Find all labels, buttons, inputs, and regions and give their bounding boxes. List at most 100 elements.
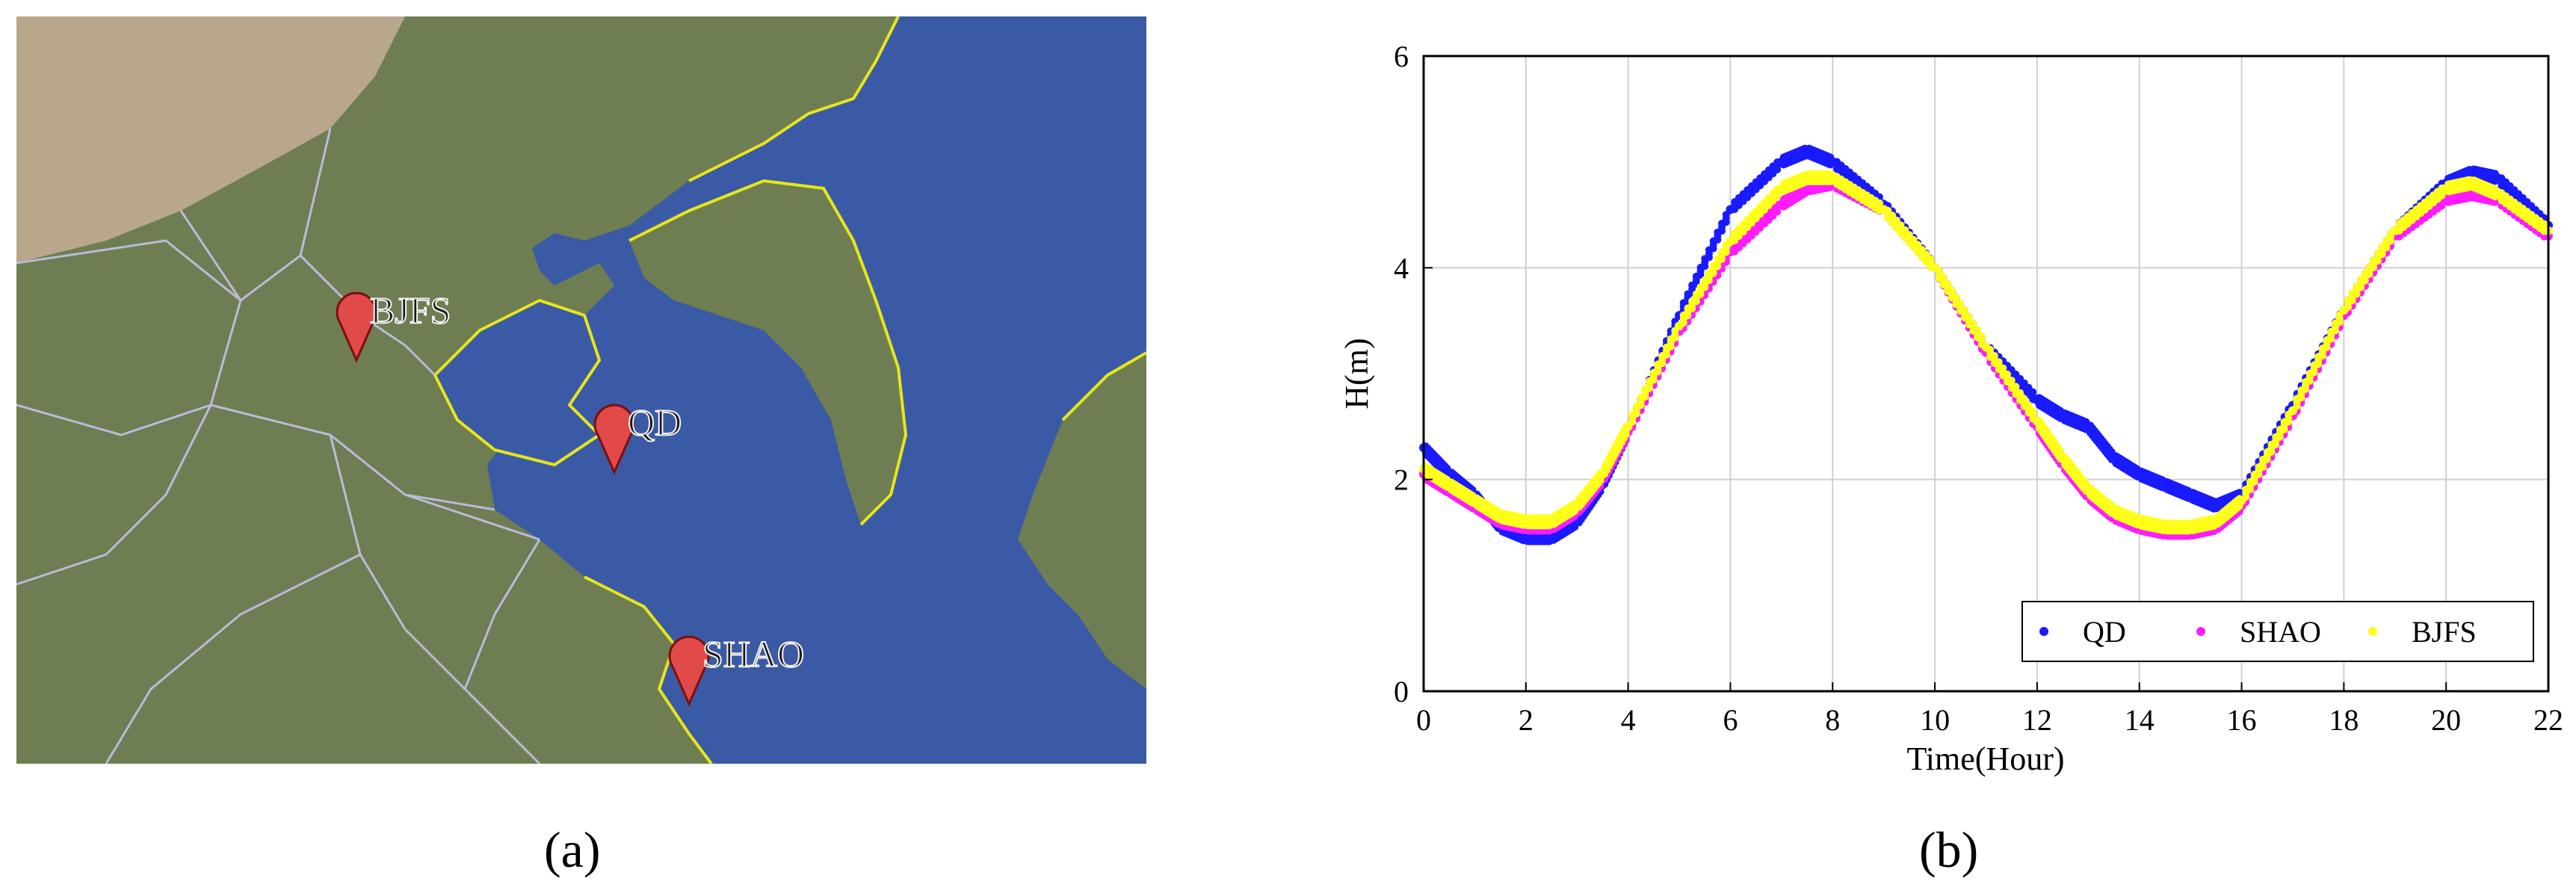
y-tick-label: 0 xyxy=(1394,675,1409,708)
data-point-fill xyxy=(1637,401,1645,410)
map-land-japan xyxy=(1018,353,1146,689)
data-point-fill xyxy=(2293,402,2301,410)
data-point-fill xyxy=(1688,304,1696,312)
map-marker-qd[interactable]: QD xyxy=(593,401,682,475)
data-point-fill xyxy=(1696,291,1705,299)
data-point-fill xyxy=(2331,327,2339,335)
data-point-fill xyxy=(1709,269,1717,277)
data-point-fill xyxy=(1714,262,1722,271)
data-point-fill xyxy=(1696,271,1705,279)
data-point-fill xyxy=(2272,440,2280,448)
legend-entry-bjfs: BJFS xyxy=(2368,615,2477,649)
marker-label: BJFS xyxy=(370,289,451,331)
legend-entry-qd: QD xyxy=(2039,615,2126,649)
data-point-fill xyxy=(1875,206,1883,214)
data-point-fill xyxy=(2259,463,2267,471)
data-point-fill xyxy=(1692,297,1700,306)
data-point-fill xyxy=(1622,430,1630,439)
data-point-fill xyxy=(1705,276,1713,285)
data-point-fill xyxy=(1722,248,1730,256)
data-point-fill xyxy=(1658,359,1667,368)
map-marker-shao[interactable]: SHAO xyxy=(668,632,805,707)
data-point-fill xyxy=(1826,177,1835,185)
map-bohai-sea xyxy=(435,300,599,465)
data-point-fill xyxy=(2323,343,2331,351)
panel-b-label: (b) xyxy=(1919,821,1979,878)
data-point-fill xyxy=(1628,418,1637,426)
legend-label: BJFS xyxy=(2412,615,2477,649)
data-point-fill xyxy=(1773,208,1782,216)
data-point-fill xyxy=(2276,433,2284,441)
data-point-fill xyxy=(2302,385,2310,393)
legend-swatch xyxy=(2368,627,2377,636)
data-point-fill xyxy=(1679,318,1687,327)
data-point-fill xyxy=(1718,255,1726,263)
data-point-fill xyxy=(2327,335,2335,343)
marker-label: QD xyxy=(628,401,682,443)
data-point-fill xyxy=(2491,177,2499,185)
data-point-fill xyxy=(2318,352,2326,360)
x-tick-label: 6 xyxy=(1723,703,1738,737)
data-point-fill xyxy=(2250,478,2258,486)
data-point-fill xyxy=(2540,232,2548,241)
data-point-fill xyxy=(1641,392,1649,401)
data-point-fill xyxy=(2353,290,2361,298)
chart-grid xyxy=(1423,55,2549,692)
data-point-fill xyxy=(2344,303,2353,312)
map-land-desert xyxy=(16,16,405,263)
y-axis-label: H(m) xyxy=(1338,338,1375,409)
data-point-fill xyxy=(2365,270,2373,278)
legend-label: QD xyxy=(2083,615,2126,649)
data-point-fill xyxy=(2370,264,2378,272)
data-point-fill xyxy=(2361,276,2369,285)
x-tick-label: 4 xyxy=(1621,703,1636,737)
data-point-fill xyxy=(2235,502,2243,510)
x-tick-label: 2 xyxy=(1519,703,1533,737)
pin-icon xyxy=(668,635,710,707)
x-tick-label: 14 xyxy=(2125,703,2155,737)
chart-plot-frame xyxy=(1422,55,2550,693)
data-point-fill xyxy=(1671,334,1679,342)
data-point-fill xyxy=(2491,192,2499,200)
data-point-fill xyxy=(2263,455,2271,463)
x-tick-label: 16 xyxy=(2227,703,2257,737)
data-point-fill xyxy=(1705,253,1713,262)
data-point-fill xyxy=(2540,227,2548,235)
data-point-fill xyxy=(2438,191,2446,200)
x-tick-label: 10 xyxy=(1920,703,1950,737)
data-point-fill xyxy=(1714,235,1722,244)
data-point-fill xyxy=(1633,410,1641,418)
data-point-fill xyxy=(2267,448,2276,456)
pin-icon xyxy=(593,404,635,475)
pin-icon xyxy=(336,291,377,363)
data-point-fill xyxy=(1646,384,1654,392)
data-point-fill xyxy=(1977,340,1986,348)
data-point-fill xyxy=(1596,477,1604,485)
map-marker-bjfs[interactable]: BJFS xyxy=(336,288,451,363)
data-point-fill xyxy=(1649,376,1658,384)
data-point-fill xyxy=(1667,342,1675,350)
data-point-fill xyxy=(2491,198,2499,206)
data-point-fill xyxy=(2314,360,2323,368)
legend-swatch xyxy=(2039,627,2048,636)
x-tick-label: 12 xyxy=(2022,703,2052,737)
data-point-fill xyxy=(2029,395,2037,404)
data-point-fill xyxy=(2310,368,2318,377)
data-point-fill xyxy=(2297,394,2305,402)
data-point-fill xyxy=(2373,257,2382,265)
data-point-fill xyxy=(2280,425,2288,433)
y-tick-label: 6 xyxy=(1394,40,1409,73)
panel-a-label: (a) xyxy=(544,821,601,878)
data-point-fill xyxy=(2382,244,2391,252)
data-point-fill xyxy=(2438,202,2446,210)
data-point-fill xyxy=(2378,250,2386,259)
data-point-fill xyxy=(2029,415,2037,423)
map-borders xyxy=(16,128,541,764)
data-point-fill xyxy=(1722,218,1730,226)
x-tick-label: 22 xyxy=(2533,703,2563,737)
data-point-fill xyxy=(2335,318,2344,327)
legend-label: SHAO xyxy=(2240,615,2321,649)
data-point-fill xyxy=(1773,165,1782,173)
x-tick-label: 18 xyxy=(2329,703,2359,737)
